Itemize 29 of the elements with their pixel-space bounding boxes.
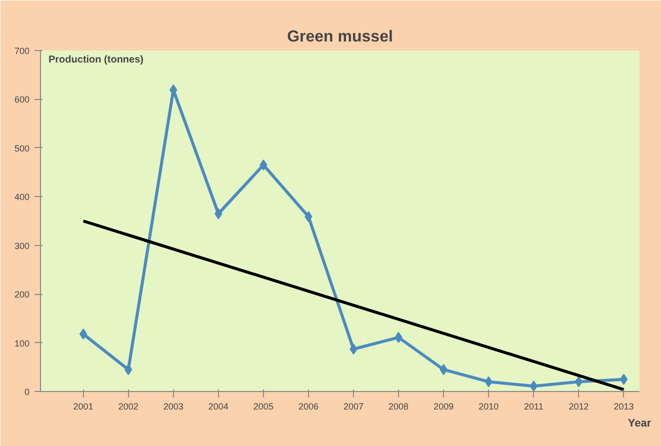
x-tick-label: 2006	[298, 402, 318, 412]
x-axis-title: Year	[628, 418, 652, 430]
y-axis-title: Production (tonnes)	[48, 54, 144, 66]
y-tick-label: 200	[14, 290, 30, 300]
point	[124, 364, 132, 376]
y-tick-label: 400	[14, 192, 30, 202]
y-tick-label: 600	[14, 94, 30, 105]
x-tick-label: 2003	[163, 402, 184, 412]
point	[79, 328, 88, 340]
y-tick-label: 100	[14, 338, 30, 348]
x-tick-label: 2004	[208, 402, 228, 412]
point	[574, 376, 583, 388]
x-tick-label: 2001	[73, 402, 94, 412]
chart-title: Green mussel	[287, 28, 393, 46]
y-tick-label: 700	[14, 46, 30, 56]
x-tick-label: 2002	[118, 402, 138, 412]
x-tick-label: 2013	[614, 402, 634, 412]
y-tick-label: 0	[24, 387, 30, 397]
point	[620, 374, 628, 385]
point	[530, 380, 538, 392]
x-tick-label: 2005	[253, 402, 274, 412]
x-tick-label: 2008	[388, 402, 409, 412]
y-tick-label: 300	[14, 240, 30, 251]
x-tick-label: 2012	[568, 402, 589, 412]
x-tick-label: 2010	[478, 402, 499, 412]
x-tick-label: 2007	[344, 402, 364, 412]
y-tick-label: 500	[14, 143, 30, 154]
x-tick-label: 2009	[434, 402, 454, 412]
x-tick-label: 2011	[524, 402, 544, 412]
